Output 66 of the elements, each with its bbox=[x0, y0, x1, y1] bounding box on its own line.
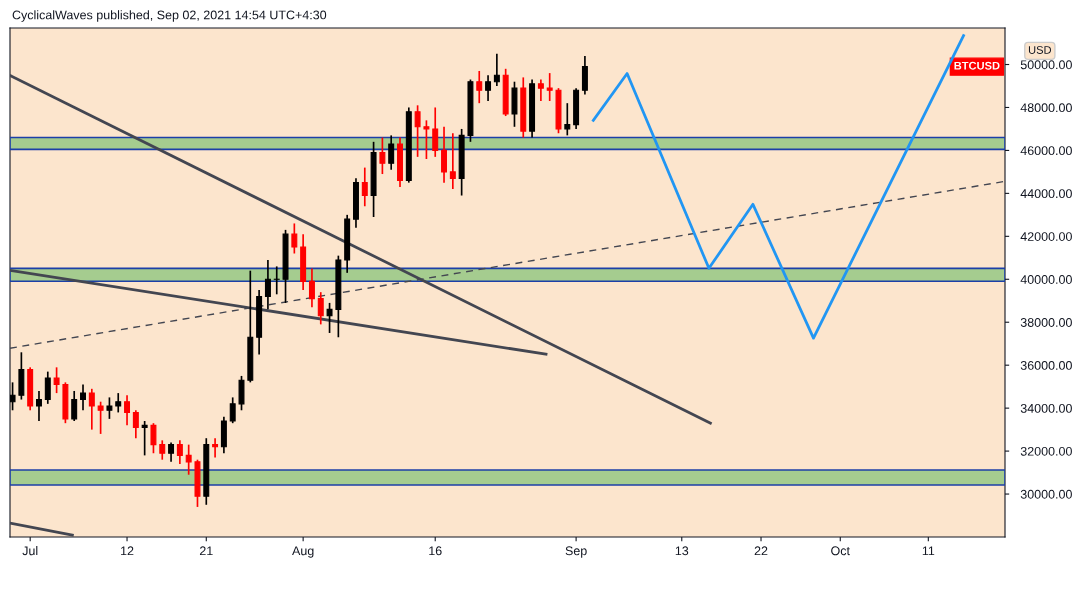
candlestick bbox=[44, 370, 51, 405]
candlestick bbox=[185, 443, 192, 476]
candlestick bbox=[159, 439, 166, 461]
candlestick bbox=[581, 55, 588, 96]
y-tick-label: 46000.00 bbox=[1020, 146, 1072, 156]
y-tick-label: 36000.00 bbox=[1020, 360, 1072, 370]
y-tick-label: 40000.00 bbox=[1020, 275, 1072, 284]
y-tick-label: 30000.00 bbox=[1020, 489, 1072, 499]
candlestick bbox=[88, 387, 95, 431]
candlestick bbox=[141, 420, 148, 457]
candlestick bbox=[10, 381, 16, 412]
candlestick bbox=[168, 441, 175, 463]
candlestick bbox=[432, 106, 439, 158]
annotation: BTCUSD bbox=[954, 61, 1000, 70]
candlestick bbox=[308, 267, 315, 309]
x-tick-label: Aug bbox=[292, 546, 314, 558]
candlestick bbox=[326, 302, 333, 334]
candlestick bbox=[238, 375, 245, 412]
candlestick bbox=[36, 390, 42, 422]
y-tick-label: 44000.00 bbox=[1020, 189, 1072, 199]
candlestick bbox=[53, 366, 60, 394]
candlestick bbox=[106, 396, 113, 420]
x-tick-label: 12 bbox=[121, 546, 134, 556]
y-tick-label: 38000.00 bbox=[1020, 318, 1072, 327]
x-tick-label: 13 bbox=[675, 546, 689, 556]
candlestick bbox=[71, 390, 78, 422]
candlestick bbox=[264, 259, 271, 311]
y-tick-label: 50000.00 bbox=[1020, 60, 1072, 70]
candlestick bbox=[317, 291, 324, 326]
x-tick-label: 16 bbox=[429, 546, 442, 556]
x-tick-label: Oct bbox=[831, 546, 850, 556]
candlestick bbox=[449, 132, 456, 190]
y-tick-label: 48000.00 bbox=[1020, 103, 1072, 113]
candlestick bbox=[379, 136, 386, 175]
candlestick bbox=[132, 409, 139, 440]
candlestick bbox=[291, 222, 298, 255]
candlestick bbox=[493, 52, 500, 87]
candlestick bbox=[388, 134, 395, 171]
candlestick bbox=[441, 125, 448, 184]
y-axis-title: USD bbox=[1028, 46, 1052, 54]
candlestick bbox=[229, 396, 236, 425]
candlestick bbox=[485, 74, 492, 102]
candlestick bbox=[80, 383, 86, 412]
candlestick bbox=[97, 400, 104, 435]
candlestick bbox=[423, 119, 430, 160]
y-tick-label: 34000.00 bbox=[1020, 403, 1072, 413]
candlestick bbox=[176, 439, 183, 465]
candlestick bbox=[361, 166, 368, 208]
candlestick bbox=[124, 394, 131, 427]
x-tick-label: 21 bbox=[199, 546, 213, 556]
candlestick bbox=[273, 265, 280, 296]
candlestick bbox=[476, 70, 483, 105]
candlestick bbox=[150, 422, 157, 455]
candlestick bbox=[564, 102, 571, 137]
candlestick bbox=[115, 392, 122, 414]
y-tick-label: 42000.00 bbox=[1020, 232, 1072, 241]
x-tick-label: 22 bbox=[754, 546, 768, 556]
x-tick-label: Jul bbox=[22, 546, 38, 556]
chart-title: CyclicalWaves published, Sep 02, 2021 14:54 UTC+4:30 bbox=[12, 10, 327, 22]
x-tick-label: Sep bbox=[565, 546, 587, 558]
candlestick bbox=[546, 72, 553, 102]
candlestick bbox=[537, 78, 544, 102]
candlestick bbox=[212, 437, 219, 459]
x-tick-label: 11 bbox=[922, 546, 935, 556]
candlestick bbox=[414, 104, 421, 158]
y-tick-label: 32000.00 bbox=[1020, 446, 1072, 456]
